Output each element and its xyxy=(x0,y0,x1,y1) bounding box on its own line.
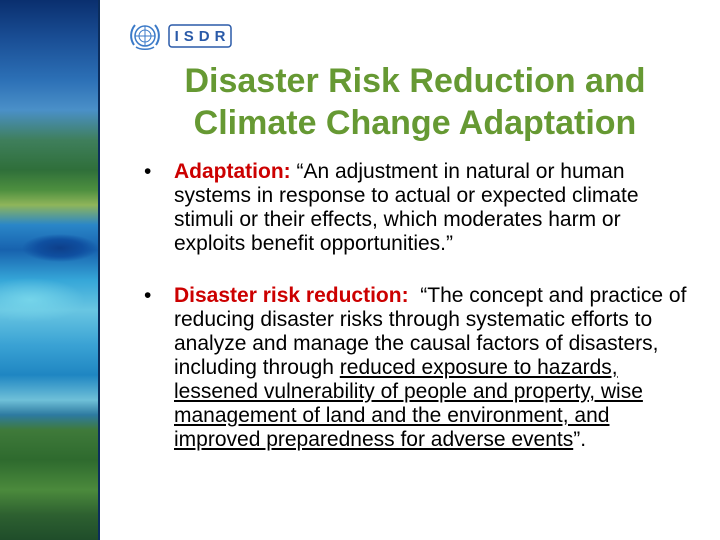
definition-disaster-risk-reduction: “The concept and practice of reducing di… xyxy=(174,284,693,379)
un-emblem-icon xyxy=(130,24,160,50)
term-disaster-risk-reduction: Disaster risk reduction: xyxy=(174,284,409,307)
list-item-adaptation: • Adaptation: “An adjustment in natural … xyxy=(142,160,688,256)
slide-title: Disaster Risk Reduction and Climate Chan… xyxy=(110,60,720,144)
definition-list: • Adaptation: “An adjustment in natural … xyxy=(142,160,688,452)
definition-underlined-text: reduced exposure to hazards, lessened vu… xyxy=(174,356,643,451)
term-adaptation: Adaptation: xyxy=(174,160,291,183)
slide-title-line-1: Disaster Risk Reduction and xyxy=(184,62,646,100)
bullet-icon: • xyxy=(144,284,152,307)
list-item-disaster-risk-reduction: • Disaster risk reduction: “The concept … xyxy=(142,284,688,452)
slide-title-line-2: Climate Change Adaptation xyxy=(193,104,637,142)
bullet-icon: • xyxy=(144,160,152,183)
definition-closing-quote: ”. xyxy=(573,428,587,451)
definition-adaptation: “An adjustment in natural or human syste… xyxy=(174,160,639,255)
isdr-logo-text: ISDR xyxy=(174,27,231,45)
island-photo-strip xyxy=(0,0,100,540)
isdr-logo: ISDR xyxy=(168,24,232,48)
